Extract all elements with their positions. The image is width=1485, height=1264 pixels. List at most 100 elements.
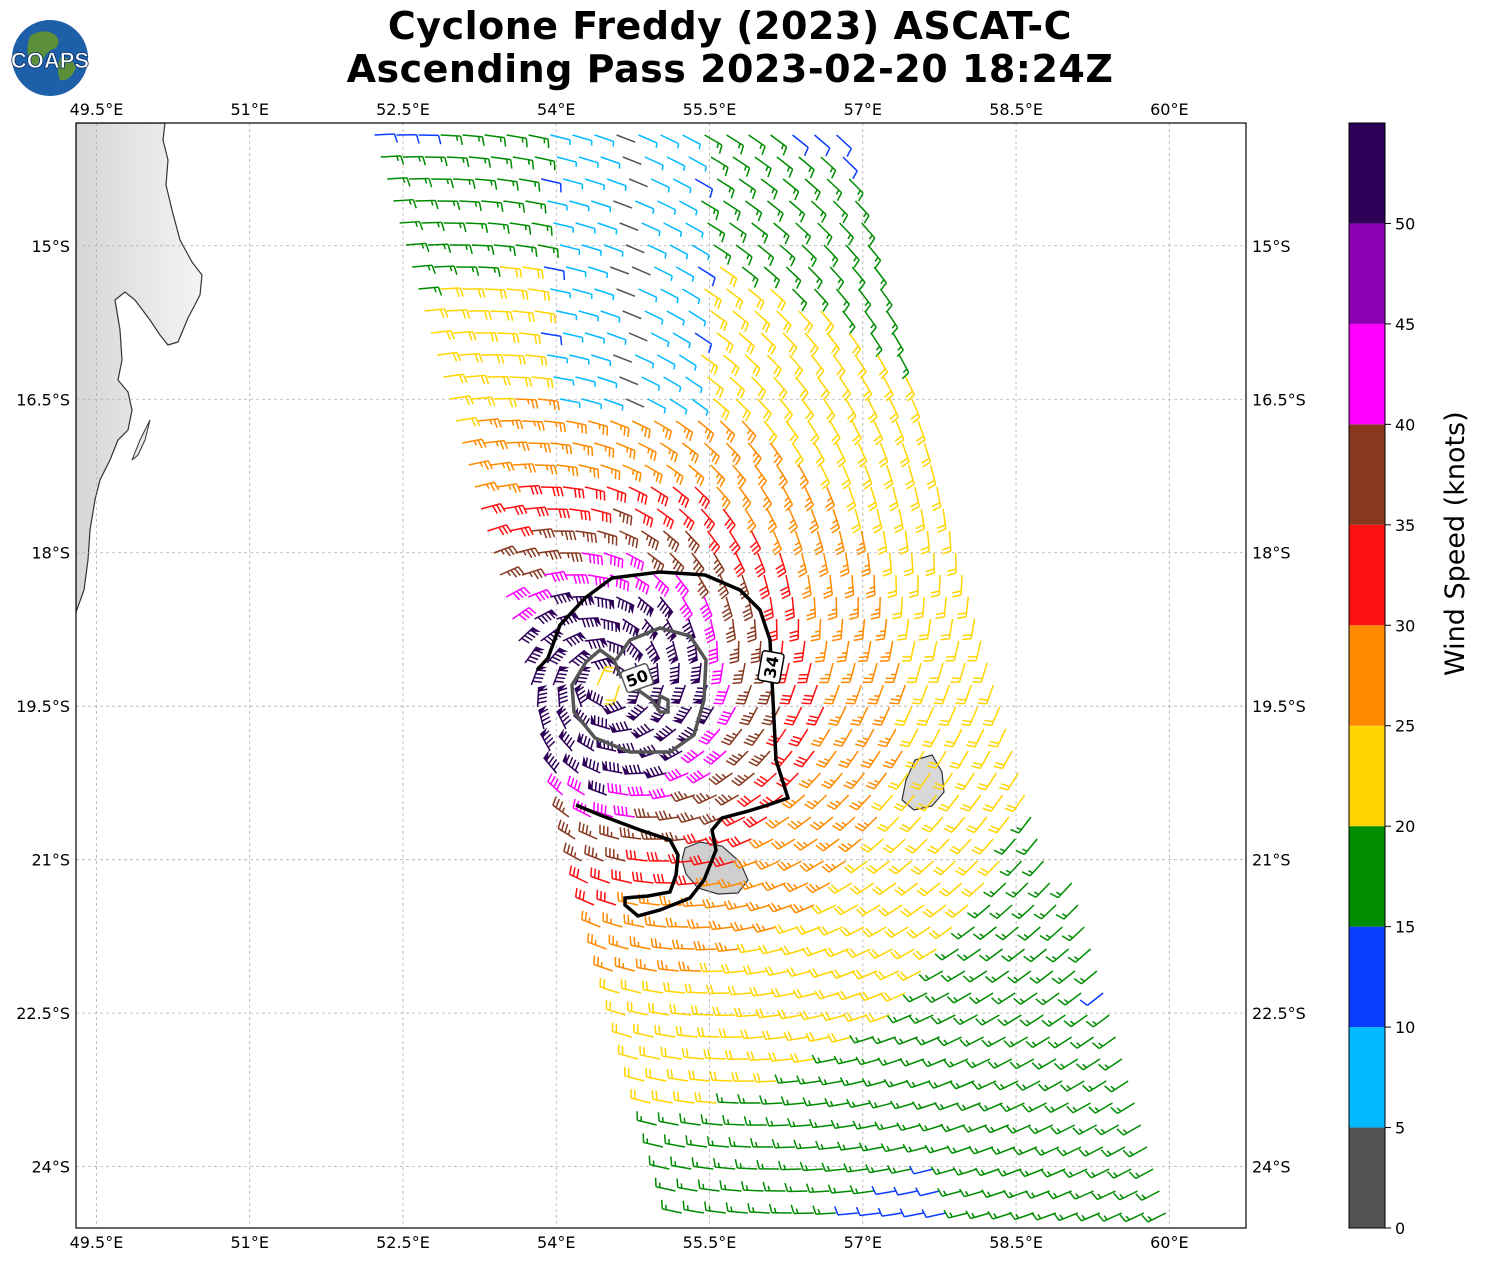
lat-tick-label: 18°S bbox=[31, 544, 70, 563]
wind-barb bbox=[868, 948, 893, 959]
wind-barb bbox=[635, 958, 657, 972]
wind-barb bbox=[991, 992, 1016, 1005]
wind-barb bbox=[729, 640, 740, 664]
wind-barb bbox=[846, 948, 871, 959]
wind-barb bbox=[848, 332, 862, 357]
wind-barb bbox=[932, 860, 956, 876]
wind-barb bbox=[578, 617, 602, 628]
wind-barb bbox=[666, 156, 686, 171]
wind-barb bbox=[882, 552, 893, 577]
wind-barb bbox=[716, 178, 735, 199]
wind-barb bbox=[874, 970, 900, 981]
wind-barb bbox=[865, 772, 888, 790]
lon-tick-label: 58.5°E bbox=[989, 100, 1043, 119]
wind-barb bbox=[606, 486, 627, 503]
wind-barb bbox=[694, 178, 714, 198]
wind-barb bbox=[868, 1099, 893, 1109]
ile-sainte-marie bbox=[131, 419, 151, 461]
wind-barb bbox=[795, 925, 821, 935]
wind-barb bbox=[989, 904, 1013, 919]
chart-title: Cyclone Freddy (2023) ASCAT-C bbox=[387, 4, 1073, 48]
wind-barb bbox=[587, 779, 607, 796]
wind-barb bbox=[860, 376, 873, 402]
wind-barb bbox=[894, 882, 919, 896]
colorbar-segment bbox=[1349, 725, 1385, 827]
wind-barb bbox=[797, 464, 809, 490]
wind-barb bbox=[845, 244, 860, 268]
wind-barb bbox=[647, 552, 665, 574]
wind-barb bbox=[887, 574, 898, 599]
wind-barb bbox=[883, 1078, 909, 1088]
colorbar-segment bbox=[1349, 123, 1385, 224]
wind-barb bbox=[888, 486, 899, 512]
wind-barb bbox=[728, 530, 741, 556]
wind-barb bbox=[807, 266, 823, 290]
wind-barb bbox=[574, 683, 589, 708]
wind-barb bbox=[820, 1011, 846, 1022]
wind-barb bbox=[569, 508, 591, 521]
wind-barb bbox=[1015, 1080, 1041, 1091]
wind-barb bbox=[947, 552, 957, 577]
wind-barb bbox=[631, 266, 651, 276]
wind-barb bbox=[872, 882, 897, 896]
wind-barb bbox=[828, 706, 847, 726]
wind-barb bbox=[893, 1186, 918, 1196]
wind-barb bbox=[855, 1056, 881, 1066]
wind-barb bbox=[710, 856, 736, 868]
wind-barb bbox=[631, 574, 650, 595]
wind-barb bbox=[742, 816, 768, 828]
wind-barb bbox=[449, 244, 473, 255]
wind-barb bbox=[512, 606, 537, 621]
wind-barb bbox=[835, 288, 850, 313]
wind-barb bbox=[543, 420, 567, 433]
wind-barb bbox=[817, 926, 843, 936]
wind-barb bbox=[837, 838, 862, 853]
wind-barb bbox=[824, 947, 849, 958]
wind-barb bbox=[624, 1066, 645, 1082]
wind-barb bbox=[699, 596, 713, 622]
wind-barb bbox=[928, 926, 953, 940]
wind-barb bbox=[688, 464, 705, 487]
wind-barb bbox=[861, 552, 871, 577]
wind-barb bbox=[1012, 1146, 1038, 1156]
wind-barb bbox=[787, 1117, 811, 1128]
wind-barb bbox=[807, 420, 820, 445]
wind-barb bbox=[556, 705, 572, 730]
wind-barb bbox=[478, 266, 501, 277]
wind-barb bbox=[681, 442, 699, 464]
wind-barb bbox=[726, 836, 752, 848]
wind-barb bbox=[900, 904, 925, 918]
wind-barb bbox=[908, 1014, 934, 1025]
wind-barb bbox=[550, 134, 571, 145]
wind-barb bbox=[493, 397, 518, 408]
wind-barb bbox=[660, 1046, 683, 1060]
wind-barb bbox=[606, 332, 627, 345]
wind-barb bbox=[879, 288, 893, 313]
wind-barb bbox=[862, 662, 878, 684]
wind-barb bbox=[902, 1143, 928, 1153]
wind-barb bbox=[765, 816, 790, 829]
wind-barb bbox=[865, 574, 876, 599]
wind-barb bbox=[690, 1005, 714, 1016]
wind-barb bbox=[901, 640, 916, 662]
wind-barb bbox=[575, 376, 596, 387]
wind-barb bbox=[744, 200, 763, 222]
wind-barb bbox=[709, 1071, 733, 1082]
map-frame bbox=[75, 122, 1247, 1229]
wind-barb bbox=[769, 288, 786, 311]
wind-barb bbox=[732, 662, 746, 685]
wind-barb bbox=[540, 332, 563, 346]
wind-barb bbox=[732, 156, 751, 177]
wind-barb bbox=[522, 420, 545, 431]
wind-barb bbox=[699, 962, 723, 973]
wind-barb bbox=[700, 354, 719, 376]
wind-barb bbox=[780, 1096, 805, 1106]
wind-barb bbox=[893, 508, 904, 534]
wind-barb bbox=[710, 310, 728, 332]
wind-barb bbox=[980, 1189, 1006, 1198]
wind-barb bbox=[656, 596, 674, 620]
wind-barb bbox=[465, 222, 489, 234]
wind-barb bbox=[409, 177, 433, 188]
wind-barbs bbox=[374, 133, 1167, 1223]
wind-barb bbox=[864, 1012, 890, 1023]
